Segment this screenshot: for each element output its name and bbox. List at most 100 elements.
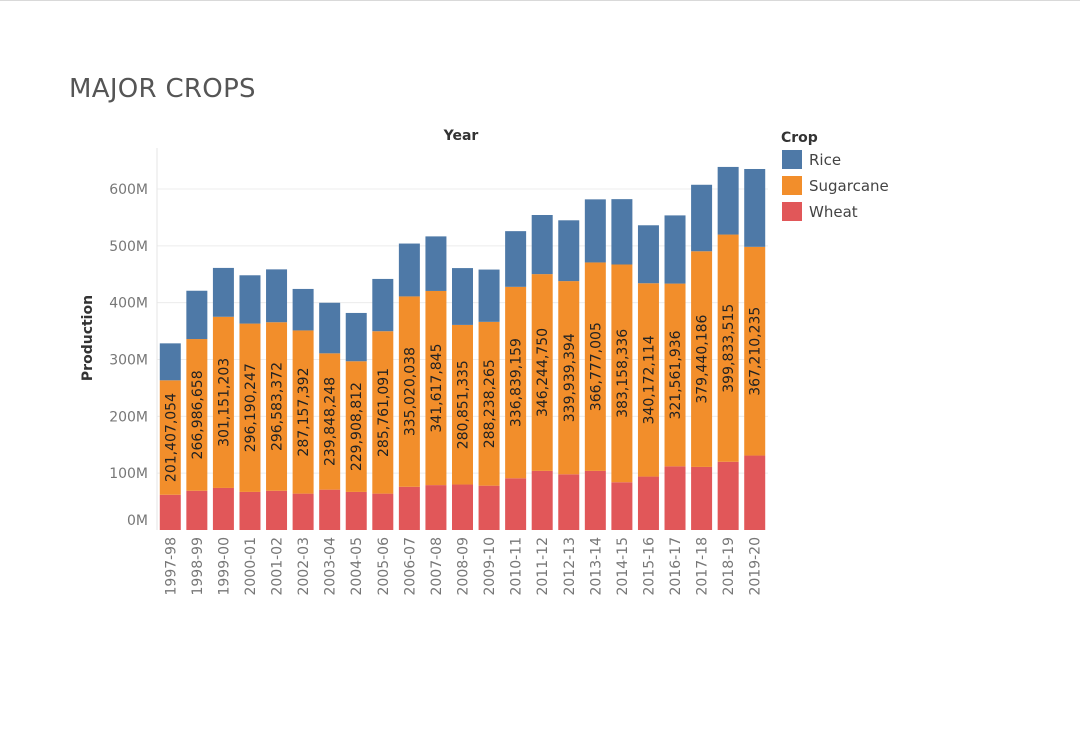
x-tick-label: 2013-14 xyxy=(588,537,604,596)
bar-value-label: 266,986,658 xyxy=(190,370,206,459)
bar-sugarcane[interactable] xyxy=(744,246,766,456)
bar-sugarcane[interactable] xyxy=(319,353,341,490)
bar-value-label: 399,833,515 xyxy=(721,304,737,393)
bar-wheat[interactable] xyxy=(372,493,394,530)
bar-wheat[interactable] xyxy=(159,494,181,530)
bar-rice[interactable] xyxy=(637,225,659,284)
bar-sugarcane[interactable] xyxy=(611,264,633,483)
bar-rice[interactable] xyxy=(558,220,580,282)
bar-rice[interactable] xyxy=(425,236,447,291)
x-tick-label: 2009-10 xyxy=(482,537,498,596)
bar-wheat[interactable] xyxy=(717,461,739,530)
x-tick-label: 2005-06 xyxy=(376,537,392,596)
bar-wheat[interactable] xyxy=(478,485,500,530)
bar-rice[interactable] xyxy=(611,199,633,265)
bar-wheat[interactable] xyxy=(186,490,208,530)
bar-rice[interactable] xyxy=(159,343,181,381)
bar-value-label: 288,238,265 xyxy=(482,359,498,448)
bar-rice[interactable] xyxy=(531,215,553,275)
x-tick-label: 1998-99 xyxy=(190,537,206,596)
bar-sugarcane[interactable] xyxy=(664,283,686,467)
bar-value-label: 379,440,186 xyxy=(695,314,711,403)
bar-rice[interactable] xyxy=(266,269,288,323)
legend-swatch-wheat[interactable] xyxy=(782,202,802,221)
bar-wheat[interactable] xyxy=(505,478,527,530)
bar-value-label: 341,617,845 xyxy=(429,343,445,432)
bar-value-labels: 201,407,054 266,986,658 301,151,203 296,190… xyxy=(163,304,763,482)
bar-value-label: 366,777,005 xyxy=(588,322,604,411)
bar-rice[interactable] xyxy=(372,278,394,332)
bar-sugarcane[interactable] xyxy=(345,361,367,492)
bar-rice[interactable] xyxy=(345,312,367,362)
bar-sugarcane[interactable] xyxy=(531,274,553,471)
bar-rice[interactable] xyxy=(398,243,420,297)
legend-swatch-rice[interactable] xyxy=(782,150,802,169)
bar-rice[interactable] xyxy=(186,290,208,340)
bar-sugarcane[interactable] xyxy=(212,316,234,488)
bar-wheat[interactable] xyxy=(691,466,713,530)
bar-wheat[interactable] xyxy=(398,486,420,530)
bar-value-label: 301,151,203 xyxy=(216,358,232,447)
bar-sugarcane[interactable] xyxy=(159,380,181,495)
bar-rice[interactable] xyxy=(319,302,341,354)
bar-rice[interactable] xyxy=(664,215,686,284)
bar-sugarcane[interactable] xyxy=(478,321,500,486)
bar-value-label: 336,839,159 xyxy=(509,338,525,427)
bar-wheat[interactable] xyxy=(611,482,633,530)
x-tick-label: 2003-04 xyxy=(323,537,339,596)
bar-sugarcane[interactable] xyxy=(239,323,261,492)
bar-sugarcane[interactable] xyxy=(186,339,208,491)
bar-sugarcane[interactable] xyxy=(266,322,288,491)
x-tick-label: 2010-11 xyxy=(509,537,525,596)
bar-value-label: 280,851,335 xyxy=(456,360,472,449)
bar-sugarcane[interactable] xyxy=(584,262,606,471)
y-tick-label: 500M xyxy=(109,239,148,255)
x-tick-label: 2014-15 xyxy=(615,537,631,596)
bar-wheat[interactable] xyxy=(584,470,606,530)
bar-wheat[interactable] xyxy=(345,491,367,530)
bar-wheat[interactable] xyxy=(212,487,234,530)
bar-rice[interactable] xyxy=(478,269,500,322)
bar-sugarcane[interactable] xyxy=(637,283,659,477)
bar-wheat[interactable] xyxy=(425,485,447,530)
page-title: MAJOR CROPS xyxy=(69,74,256,104)
bar-rice[interactable] xyxy=(717,166,739,235)
bar-sugarcane[interactable] xyxy=(558,281,580,475)
legend-label-sugarcane[interactable]: Sugarcane xyxy=(809,177,889,195)
bar-wheat[interactable] xyxy=(531,470,553,530)
bar-wheat[interactable] xyxy=(319,489,341,530)
bar-sugarcane[interactable] xyxy=(398,296,420,487)
bar-wheat[interactable] xyxy=(452,484,473,530)
bar-rice[interactable] xyxy=(691,184,713,252)
bar-wheat[interactable] xyxy=(744,455,766,530)
bar-rice[interactable] xyxy=(584,199,606,263)
bar-rice[interactable] xyxy=(212,267,234,317)
legend-label-wheat[interactable]: Wheat xyxy=(809,203,858,221)
bar-sugarcane[interactable] xyxy=(505,286,527,479)
bar-rice[interactable] xyxy=(292,288,314,331)
bar-wheat[interactable] xyxy=(664,466,686,530)
bar-value-label: 335,020,038 xyxy=(402,347,418,436)
bar-value-label: 296,190,247 xyxy=(243,363,259,452)
bar-sugarcane[interactable] xyxy=(372,331,394,494)
bar-wheat[interactable] xyxy=(239,491,261,530)
bar-sugarcane[interactable] xyxy=(717,234,739,462)
bar-wheat[interactable] xyxy=(637,476,659,530)
legend-label-rice[interactable]: Rice xyxy=(809,151,841,169)
bar-wheat[interactable] xyxy=(266,490,288,530)
bar-sugarcane[interactable] xyxy=(691,251,713,467)
bar-rice[interactable] xyxy=(239,275,261,324)
column-header: Year xyxy=(443,128,479,144)
bar-wheat[interactable] xyxy=(558,474,580,530)
bar-sugarcane[interactable] xyxy=(425,290,447,486)
bar-rice[interactable] xyxy=(744,168,766,247)
bar-wheat[interactable] xyxy=(292,493,314,530)
bar-value-label: 367,210,235 xyxy=(748,307,764,396)
bar-rice[interactable] xyxy=(505,231,527,287)
bar-rice[interactable] xyxy=(452,268,473,325)
legend-swatch-sugarcane[interactable] xyxy=(782,176,802,195)
bar-sugarcane[interactable] xyxy=(452,324,473,485)
bar-sugarcane[interactable] xyxy=(292,330,314,494)
y-tick-label: 300M xyxy=(109,353,148,369)
